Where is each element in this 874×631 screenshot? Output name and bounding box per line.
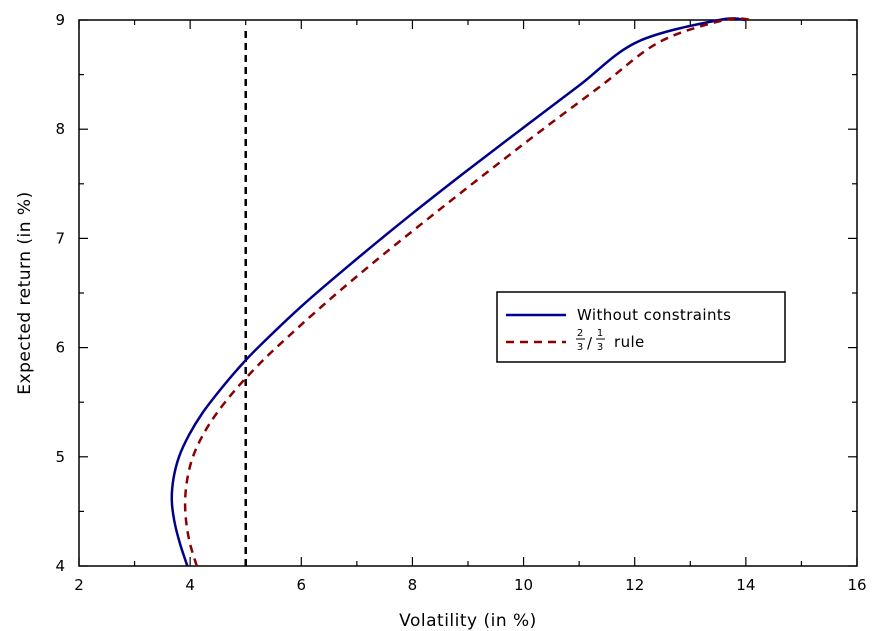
x-tick-label: 4 [185, 576, 195, 594]
fraction-slash: / [587, 334, 593, 352]
legend-label-rule: 2 3 / 1 3 rule [576, 328, 645, 353]
series-line-rule [183, 17, 753, 567]
x-axis-title: Volatility (in %) [399, 611, 537, 631]
y-tick-label: 9 [55, 11, 65, 29]
fraction-a-numerator: 2 [577, 328, 583, 339]
x-tick-label: 16 [847, 576, 866, 594]
y-tick-label: 7 [55, 229, 65, 247]
x-tick-label: 6 [297, 576, 307, 594]
x-tick-label: 10 [514, 576, 533, 594]
legend-label-rule-text: rule [614, 333, 645, 351]
legend: Without constraints 2 3 / 1 3 rule [496, 291, 786, 363]
x-tick-label: 14 [736, 576, 755, 594]
fraction-a-denominator: 3 [577, 342, 583, 353]
y-tick-label: 4 [55, 557, 65, 575]
legend-box [496, 291, 786, 363]
x-tick-label: 2 [74, 576, 84, 594]
fraction-b-denominator: 3 [597, 342, 603, 353]
fraction-b-numerator: 1 [597, 328, 603, 339]
series-layer [170, 17, 753, 567]
y-tick-label: 6 [55, 339, 65, 357]
y-tick-label: 8 [55, 120, 65, 138]
y-axis-ticks: 4 5 6 7 8 9 [55, 11, 857, 575]
x-tick-label: 8 [408, 576, 418, 594]
x-axis-ticks: 2 4 6 8 10 12 14 16 [74, 20, 867, 594]
y-tick-label: 5 [55, 448, 65, 466]
legend-label-without-constraints: Without constraints [577, 306, 731, 324]
y-axis-title: Expected return (in %) [15, 191, 35, 394]
x-tick-label: 12 [625, 576, 644, 594]
series-line-without-constraints [170, 17, 746, 567]
